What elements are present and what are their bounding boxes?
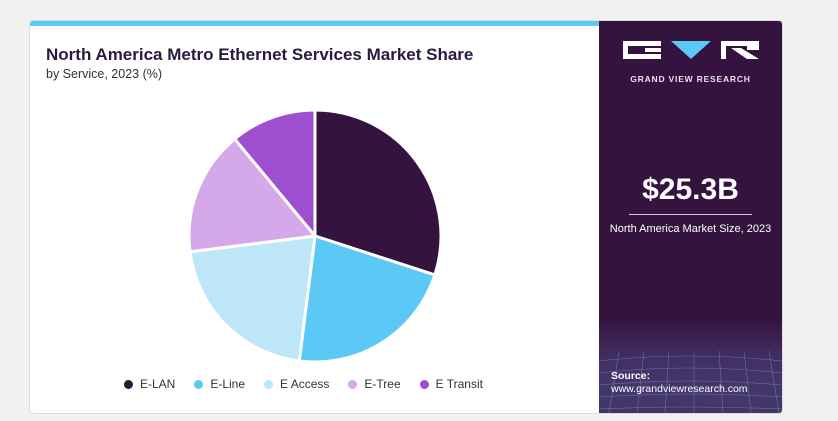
chart-title: North America Metro Ethernet Services Ma… xyxy=(46,45,474,64)
legend-swatch-e-access xyxy=(264,379,274,389)
legend-swatch-e-transit xyxy=(419,379,429,389)
gvr-logo-icon xyxy=(623,41,759,59)
source-url[interactable]: www.grandviewresearch.com xyxy=(611,383,748,395)
legend-swatch-e-lan xyxy=(124,379,133,389)
legend-item-e-lan: E-LAN xyxy=(124,377,175,391)
legend-label-e-access: E Access xyxy=(280,377,330,391)
pie-slice-e-tree xyxy=(187,137,317,254)
value-divider xyxy=(629,214,752,215)
legend-item-e-tree: E-Tree xyxy=(348,377,401,391)
legend-label-e-tree: E-Tree xyxy=(364,377,401,391)
legend-item-e-access: E Access xyxy=(264,377,329,391)
accent-bar xyxy=(30,21,599,26)
source-note: Source: www.grandviewresearch.com xyxy=(611,370,748,396)
pie-chart xyxy=(187,108,443,364)
brand-name: GRAND VIEW RESEARCH xyxy=(630,74,751,84)
legend-label-e-line: E-Line xyxy=(210,377,246,391)
legend-swatch-e-tree xyxy=(348,379,358,389)
chart-subtitle: by Service, 2023 (%) xyxy=(46,67,163,81)
legend-item-e-line: E-Line xyxy=(194,377,245,391)
chart-card: North America Metro Ethernet Services Ma… xyxy=(29,20,783,414)
side-panel: GRAND VIEW RESEARCH $25.3B North America… xyxy=(599,21,782,413)
pie-slice-e-transit xyxy=(233,108,317,238)
decorative-grid xyxy=(599,321,782,413)
legend-label-e-lan: E-LAN xyxy=(140,377,176,391)
legend-label-e-transit: E Transit xyxy=(435,377,483,391)
market-size-label: North America Market Size, 2023 xyxy=(609,223,772,235)
pie-slice-e-lan xyxy=(313,108,443,277)
pie-slice-e-line xyxy=(297,234,437,364)
chart-legend: E-LAN E-Line E Access E-Tree E Transit xyxy=(124,377,502,391)
pie-slice-e-access xyxy=(188,234,317,363)
legend-item-e-transit: E Transit xyxy=(419,377,483,391)
market-size-value: $25.3B xyxy=(642,173,739,206)
source-label: Source: xyxy=(611,370,651,382)
legend-swatch-e-line xyxy=(194,379,204,389)
